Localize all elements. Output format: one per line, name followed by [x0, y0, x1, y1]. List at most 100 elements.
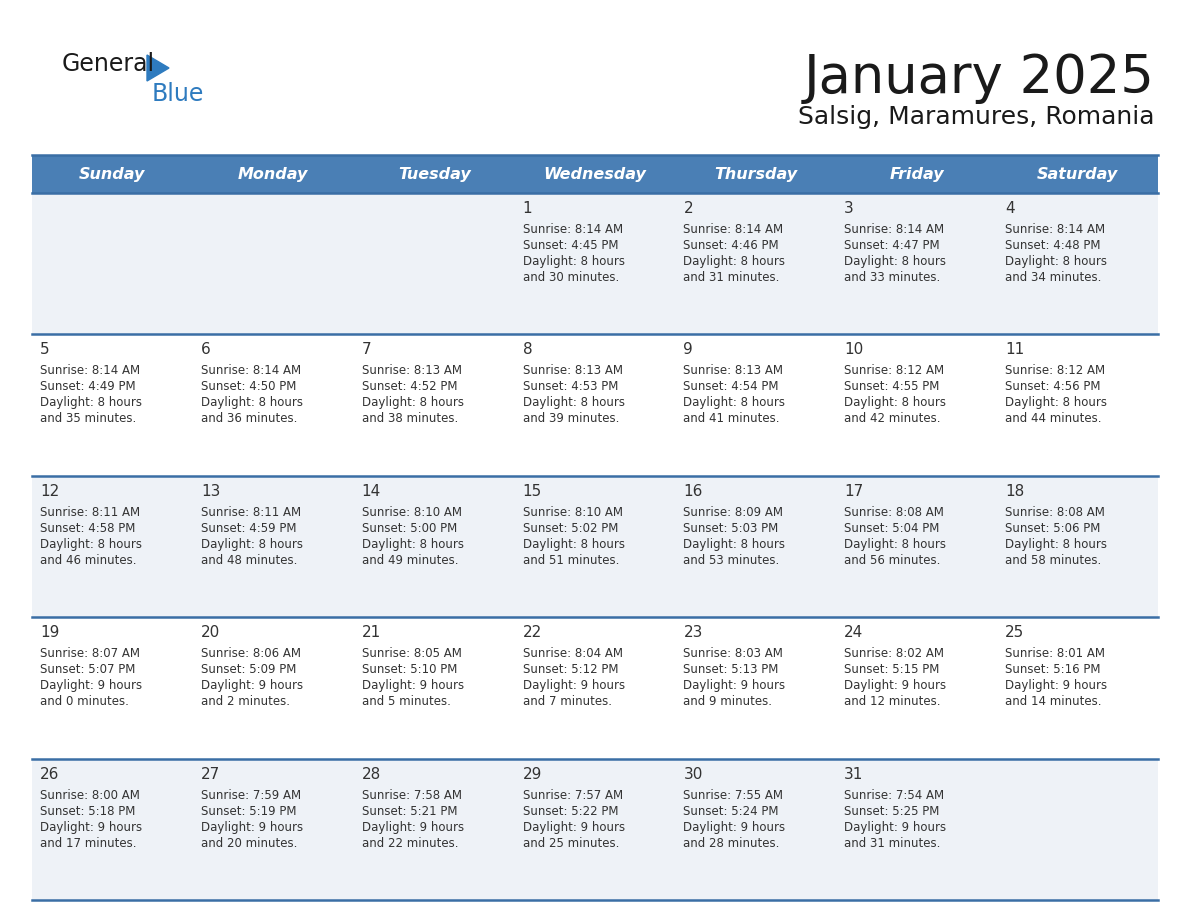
Text: Sunrise: 8:11 AM: Sunrise: 8:11 AM	[40, 506, 140, 519]
Text: 21: 21	[361, 625, 381, 640]
Text: and 36 minutes.: and 36 minutes.	[201, 412, 297, 425]
Text: Daylight: 8 hours: Daylight: 8 hours	[1005, 397, 1107, 409]
Bar	[997, 334, 1158, 476]
Text: and 9 minutes.: and 9 minutes.	[683, 695, 772, 708]
Text: 20: 20	[201, 625, 220, 640]
Text: January 2025: January 2025	[804, 52, 1155, 104]
Text: Thursday: Thursday	[714, 166, 797, 182]
Text: and 46 minutes.: and 46 minutes.	[40, 554, 137, 566]
Text: and 5 minutes.: and 5 minutes.	[361, 695, 450, 708]
Text: 12: 12	[40, 484, 59, 498]
Text: and 58 minutes.: and 58 minutes.	[1005, 554, 1101, 566]
Text: Sunset: 4:58 PM: Sunset: 4:58 PM	[40, 521, 135, 535]
Text: Sunset: 4:50 PM: Sunset: 4:50 PM	[201, 380, 296, 394]
Text: Daylight: 8 hours: Daylight: 8 hours	[523, 255, 625, 268]
Bar	[676, 334, 836, 476]
Text: and 48 minutes.: and 48 minutes.	[201, 554, 297, 566]
Bar	[32, 193, 192, 334]
Text: Daylight: 9 hours: Daylight: 9 hours	[845, 679, 947, 692]
Text: Sunset: 5:13 PM: Sunset: 5:13 PM	[683, 663, 779, 677]
Text: Daylight: 8 hours: Daylight: 8 hours	[201, 538, 303, 551]
Bar	[836, 334, 997, 476]
Text: Sunset: 5:00 PM: Sunset: 5:00 PM	[361, 521, 457, 535]
Bar	[997, 193, 1158, 334]
Text: 29: 29	[523, 767, 542, 781]
Text: Daylight: 8 hours: Daylight: 8 hours	[845, 255, 947, 268]
Text: and 28 minutes.: and 28 minutes.	[683, 836, 779, 849]
Text: and 0 minutes.: and 0 minutes.	[40, 695, 128, 708]
Bar	[514, 758, 676, 900]
Text: Sunrise: 8:14 AM: Sunrise: 8:14 AM	[523, 223, 623, 236]
Text: Sunrise: 8:10 AM: Sunrise: 8:10 AM	[361, 506, 462, 519]
Text: Sunrise: 8:10 AM: Sunrise: 8:10 AM	[523, 506, 623, 519]
Bar	[354, 193, 514, 334]
Text: and 39 minutes.: and 39 minutes.	[523, 412, 619, 425]
Text: 25: 25	[1005, 625, 1024, 640]
Bar	[836, 193, 997, 334]
Text: 15: 15	[523, 484, 542, 498]
Bar	[192, 617, 354, 758]
Text: Daylight: 8 hours: Daylight: 8 hours	[40, 538, 143, 551]
Text: and 14 minutes.: and 14 minutes.	[1005, 695, 1101, 708]
Text: Daylight: 8 hours: Daylight: 8 hours	[1005, 255, 1107, 268]
Text: Sunset: 4:47 PM: Sunset: 4:47 PM	[845, 239, 940, 252]
Bar	[676, 155, 836, 193]
Text: Sunrise: 7:57 AM: Sunrise: 7:57 AM	[523, 789, 623, 801]
Text: Blue: Blue	[152, 82, 204, 106]
Text: Daylight: 8 hours: Daylight: 8 hours	[845, 538, 947, 551]
Text: Daylight: 8 hours: Daylight: 8 hours	[361, 538, 463, 551]
Text: 3: 3	[845, 201, 854, 216]
Text: Daylight: 8 hours: Daylight: 8 hours	[683, 255, 785, 268]
Text: Sunset: 5:15 PM: Sunset: 5:15 PM	[845, 663, 940, 677]
Text: and 30 minutes.: and 30 minutes.	[523, 271, 619, 284]
Text: Sunset: 5:07 PM: Sunset: 5:07 PM	[40, 663, 135, 677]
Text: Sunrise: 7:55 AM: Sunrise: 7:55 AM	[683, 789, 783, 801]
Text: and 17 minutes.: and 17 minutes.	[40, 836, 137, 849]
Polygon shape	[147, 55, 169, 81]
Text: Sunrise: 8:14 AM: Sunrise: 8:14 AM	[201, 364, 301, 377]
Text: Sunset: 4:46 PM: Sunset: 4:46 PM	[683, 239, 779, 252]
Text: Sunrise: 8:11 AM: Sunrise: 8:11 AM	[201, 506, 301, 519]
Text: Daylight: 8 hours: Daylight: 8 hours	[40, 397, 143, 409]
Text: 16: 16	[683, 484, 703, 498]
Text: Daylight: 9 hours: Daylight: 9 hours	[40, 821, 143, 834]
Bar	[836, 617, 997, 758]
Text: Daylight: 8 hours: Daylight: 8 hours	[523, 538, 625, 551]
Text: and 35 minutes.: and 35 minutes.	[40, 412, 137, 425]
Text: and 12 minutes.: and 12 minutes.	[845, 695, 941, 708]
Text: Daylight: 9 hours: Daylight: 9 hours	[683, 679, 785, 692]
Bar	[836, 155, 997, 193]
Text: Sunset: 5:21 PM: Sunset: 5:21 PM	[361, 804, 457, 818]
Text: and 25 minutes.: and 25 minutes.	[523, 836, 619, 849]
Bar	[354, 617, 514, 758]
Text: Sunrise: 8:14 AM: Sunrise: 8:14 AM	[1005, 223, 1105, 236]
Text: and 49 minutes.: and 49 minutes.	[361, 554, 459, 566]
Text: Daylight: 8 hours: Daylight: 8 hours	[683, 397, 785, 409]
Text: Sunrise: 7:58 AM: Sunrise: 7:58 AM	[361, 789, 462, 801]
Text: and 33 minutes.: and 33 minutes.	[845, 271, 941, 284]
Text: and 44 minutes.: and 44 minutes.	[1005, 412, 1101, 425]
Text: 11: 11	[1005, 342, 1024, 357]
Text: Tuesday: Tuesday	[398, 166, 470, 182]
Text: Sunrise: 8:07 AM: Sunrise: 8:07 AM	[40, 647, 140, 660]
Text: Sunrise: 8:08 AM: Sunrise: 8:08 AM	[1005, 506, 1105, 519]
Text: Sunset: 4:59 PM: Sunset: 4:59 PM	[201, 521, 296, 535]
Text: Sunset: 4:49 PM: Sunset: 4:49 PM	[40, 380, 135, 394]
Text: General: General	[62, 52, 156, 76]
Text: 18: 18	[1005, 484, 1024, 498]
Text: Sunset: 5:06 PM: Sunset: 5:06 PM	[1005, 521, 1100, 535]
Text: 9: 9	[683, 342, 693, 357]
Text: 17: 17	[845, 484, 864, 498]
Text: 22: 22	[523, 625, 542, 640]
Text: 28: 28	[361, 767, 381, 781]
Text: Sunset: 4:56 PM: Sunset: 4:56 PM	[1005, 380, 1100, 394]
Bar	[32, 334, 192, 476]
Text: Daylight: 9 hours: Daylight: 9 hours	[201, 821, 303, 834]
Text: Sunset: 4:54 PM: Sunset: 4:54 PM	[683, 380, 779, 394]
Text: Sunrise: 8:05 AM: Sunrise: 8:05 AM	[361, 647, 462, 660]
Bar	[836, 758, 997, 900]
Text: 24: 24	[845, 625, 864, 640]
Bar	[997, 617, 1158, 758]
Text: Daylight: 8 hours: Daylight: 8 hours	[201, 397, 303, 409]
Bar	[997, 476, 1158, 617]
